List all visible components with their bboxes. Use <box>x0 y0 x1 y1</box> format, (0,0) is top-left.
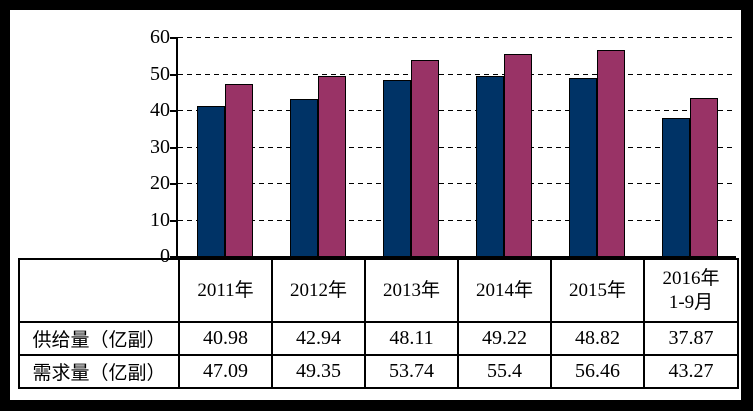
value-cell: 43.27 <box>643 354 739 389</box>
table-header-year: 2012年 <box>271 258 366 323</box>
bar-demand-6 <box>690 98 718 256</box>
y-axis-tick-label: 20 <box>150 172 170 194</box>
y-axis-tick-mark <box>170 110 177 112</box>
value-cell: 37.87 <box>643 321 739 356</box>
bar-supply-3 <box>383 80 411 256</box>
y-axis-tick-label: 10 <box>150 209 170 231</box>
value-cell: 47.09 <box>178 354 273 389</box>
y-axis-tick-label: 30 <box>150 136 170 158</box>
gridline <box>178 74 736 75</box>
value-cell: 42.94 <box>271 321 366 356</box>
table-header-year: 2014年 <box>457 258 552 323</box>
bar-demand-2 <box>318 76 346 256</box>
table-header-year: 2016年 1-9月 <box>643 258 739 323</box>
value-cell: 40.98 <box>178 321 273 356</box>
table-row-demand: 需求量（亿副） 47.09 49.35 53.74 55.4 56.46 43.27 <box>18 354 739 389</box>
y-axis-tick-label: 40 <box>150 99 170 121</box>
table-corner-blank <box>18 258 180 323</box>
table-header-row: 2011年 2012年 2013年 2014年 2015年 2016年 1-9月 <box>18 258 739 323</box>
bar-supply-6 <box>662 118 690 256</box>
bar-demand-4 <box>504 54 532 256</box>
value-cell: 55.4 <box>457 354 552 389</box>
value-cell: 48.82 <box>550 321 645 356</box>
bar-supply-4 <box>476 76 504 256</box>
bar-supply-5 <box>569 78 597 256</box>
gridline <box>178 220 736 221</box>
y-axis-tick-mark <box>170 183 177 185</box>
y-axis-tick-mark <box>170 37 177 39</box>
y-axis-tick-label: 0 <box>160 245 170 267</box>
table-row-supply: 供给量（亿副） 40.98 42.94 48.11 49.22 48.82 37.87 <box>18 321 739 356</box>
bar-demand-5 <box>597 50 625 256</box>
y-axis-tick-label: 50 <box>150 63 170 85</box>
gridline <box>178 37 736 38</box>
gridline <box>178 110 736 111</box>
data-table: 2011年 2012年 2013年 2014年 2015年 2016年 1-9月 供给量（亿… <box>18 258 739 389</box>
series-label: 需求量（亿副） <box>18 354 180 389</box>
value-cell: 49.22 <box>457 321 552 356</box>
y-axis-tick-label: 60 <box>150 26 170 48</box>
value-cell: 56.46 <box>550 354 645 389</box>
bar-supply-1 <box>197 106 225 256</box>
bar-supply-2 <box>290 99 318 256</box>
plot-area <box>176 37 736 258</box>
table-header-year: 2011年 <box>178 258 273 323</box>
bar-demand-3 <box>411 60 439 256</box>
y-axis-tick-mark <box>170 147 177 149</box>
table-header-year: 2013年 <box>364 258 459 323</box>
gridline <box>178 183 736 184</box>
y-axis-tick-mark <box>170 74 177 76</box>
gridline <box>178 147 736 148</box>
value-cell: 53.74 <box>364 354 459 389</box>
value-cell: 48.11 <box>364 321 459 356</box>
series-label: 供给量（亿副） <box>18 321 180 356</box>
y-axis-tick-mark <box>170 256 177 258</box>
y-axis-tick-mark <box>170 220 177 222</box>
value-cell: 49.35 <box>271 354 366 389</box>
bar-demand-1 <box>225 84 253 256</box>
table-header-year: 2015年 <box>550 258 645 323</box>
